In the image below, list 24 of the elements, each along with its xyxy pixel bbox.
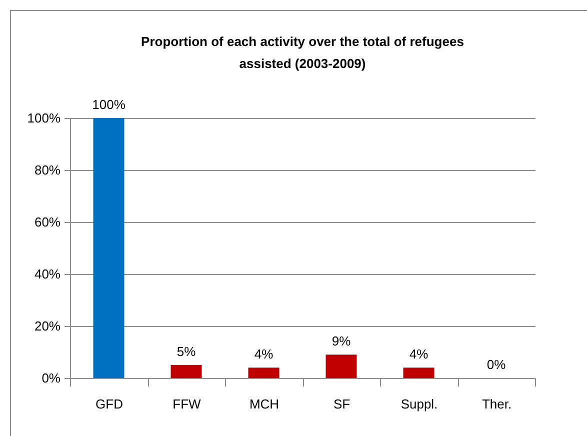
data-label: 4% [409,346,429,362]
bar [248,368,280,378]
x-tick-label: MCH [249,396,280,412]
data-label: 5% [176,344,196,359]
y-tick-label: 0% [42,370,61,386]
data-label: 9% [332,334,352,349]
bar [93,118,124,378]
bar [170,365,202,378]
x-tick-label: GFD [96,396,123,412]
bar [403,368,434,378]
x-tick-label: Suppl. [400,396,438,412]
x-tick-label: FFW [172,396,202,412]
chart-title: Proportion of each activity over the total of refugees assisted (2003-2009) [141,34,464,71]
data-label: 0% [486,357,506,372]
y-tick-label: 100% [27,110,61,126]
y-tick-label: 20% [34,318,61,334]
bar [326,354,357,378]
x-tick-label: SF [333,396,350,412]
y-tick-label: 80% [34,162,61,178]
y-tick-label: 60% [34,214,61,230]
x-tick-label: Ther. [482,396,512,412]
data-label: 100% [92,97,126,112]
data-label: 4% [254,346,274,362]
y-tick-label: 40% [34,266,61,282]
